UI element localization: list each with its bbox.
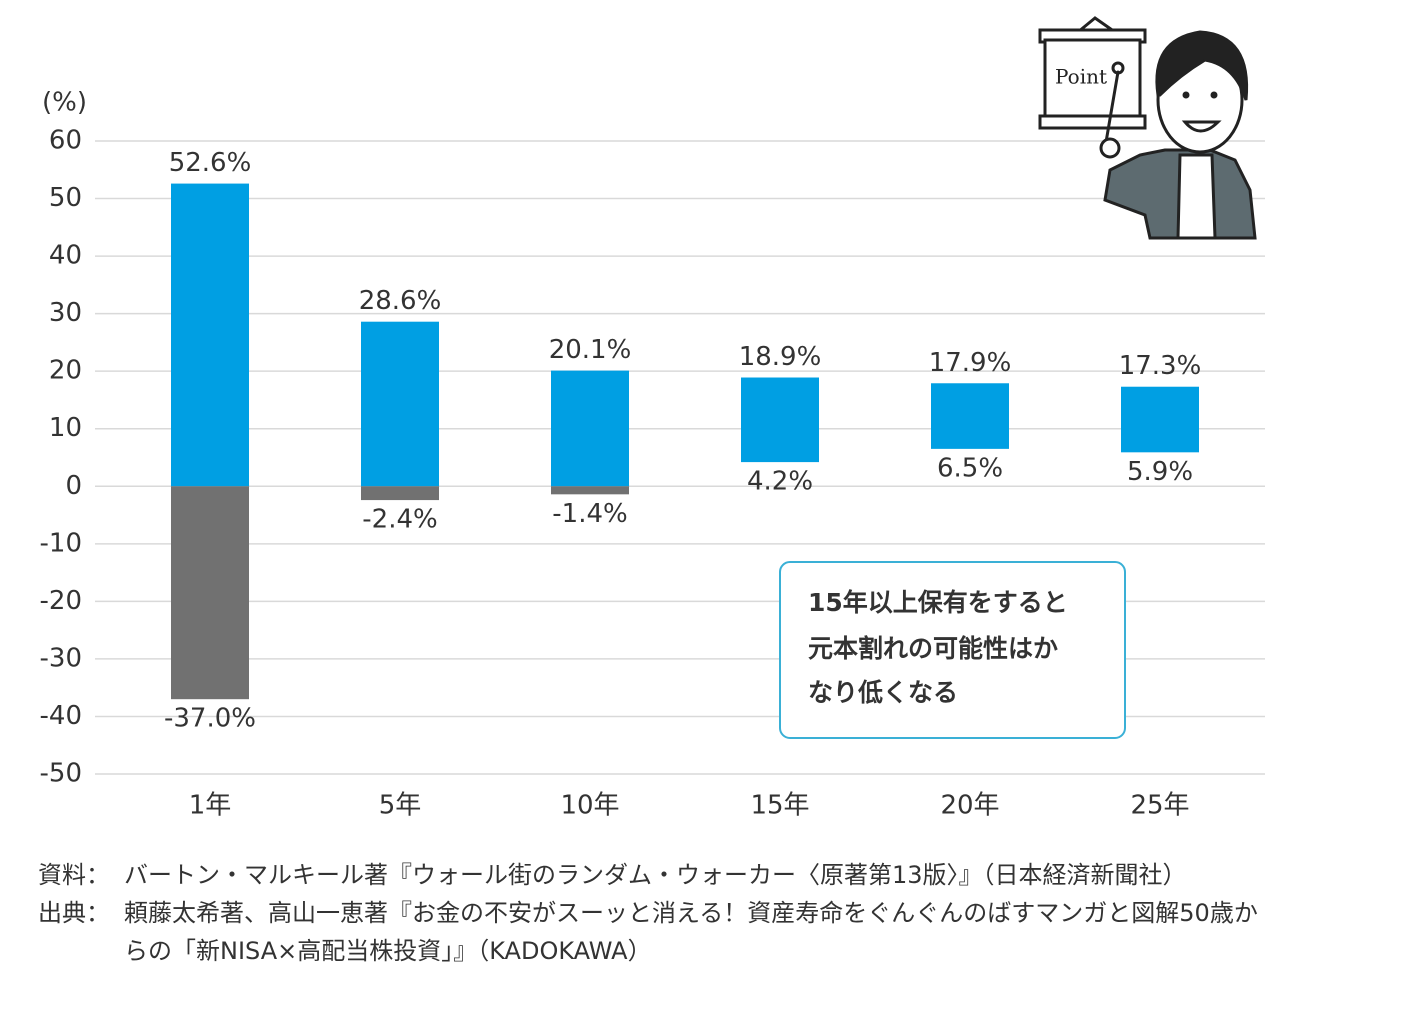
x-tick-label: 25年 <box>1130 791 1189 821</box>
y-tick-label: 30 <box>49 298 82 328</box>
sources: 資料： バートン・マルキール著『ウォール街のランダム・ウォーカー〈原著第13版〉』… <box>38 856 1278 970</box>
value-label: 6.5% <box>937 453 1003 483</box>
source-row: 出典： 頼藤太希著、高山一恵著『お金の不安がスーッと消える！資産寿命をぐんぐんのば… <box>38 894 1278 970</box>
annotation-line: なり低くなる <box>808 678 958 707</box>
value-label: 17.9% <box>929 348 1012 378</box>
illustration-text: Point <box>1055 65 1107 89</box>
value-label: 52.6% <box>169 148 252 178</box>
source-text: 頼藤太希著、高山一恵著『お金の不安がスーッと消える！資産寿命をぐんぐんのばすマン… <box>124 899 1258 965</box>
y-tick-label: -20 <box>40 586 82 616</box>
x-tick-label: 5年 <box>379 791 422 821</box>
bar-negative <box>171 486 249 700</box>
y-tick-label: 40 <box>49 241 82 271</box>
value-label: -1.4% <box>552 499 627 529</box>
value-label: 28.6% <box>359 286 442 316</box>
source-row: 資料： バートン・マルキール著『ウォール街のランダム・ウォーカー〈原著第13版〉』… <box>38 856 1278 894</box>
illustration: Point <box>1038 16 1257 240</box>
source-label: 出典： <box>38 899 110 927</box>
x-tick-label: 1年 <box>189 791 232 821</box>
source-label: 資料： <box>38 861 110 889</box>
source-text: バートン・マルキール著『ウォール街のランダム・ウォーカー〈原著第13版〉』（日本… <box>124 861 1187 889</box>
bar-positive <box>171 183 249 487</box>
y-tick-label: -50 <box>40 759 82 789</box>
annotation-box <box>779 561 1126 739</box>
y-tick-label: -10 <box>40 528 82 558</box>
value-label: 20.1% <box>549 335 632 365</box>
value-label: 18.9% <box>739 342 822 372</box>
bar-positive <box>551 370 629 487</box>
bar <box>931 383 1009 449</box>
plot: -50 -40 -30 -20 -10 0 10 20 30 40 50 60 1年 52.6% -37.0… <box>40 126 1265 821</box>
bar <box>741 377 819 463</box>
bar-positive <box>361 321 439 487</box>
bar-negative <box>551 486 629 495</box>
y-tick-label: -40 <box>40 701 82 731</box>
x-tick-label: 10年 <box>560 791 619 821</box>
annotation-line: 元本割れの可能性はか <box>808 634 1058 663</box>
value-label: -2.4% <box>362 505 437 535</box>
value-label: 17.3% <box>1119 351 1202 381</box>
value-label: -37.0% <box>164 704 256 734</box>
y-tick-label: 60 <box>49 126 82 156</box>
y-tick-label: 20 <box>49 356 82 386</box>
annotation-line: 15年以上保有をすると <box>808 588 1068 617</box>
y-tick-label: -30 <box>40 643 82 673</box>
value-label: 4.2% <box>747 467 813 497</box>
y-tick-label: 50 <box>49 183 82 213</box>
x-tick-label: 20年 <box>940 791 999 821</box>
y-axis-label: (%) <box>42 88 87 118</box>
bar-negative <box>361 486 439 501</box>
value-label: 5.9% <box>1127 457 1193 487</box>
chart: (%) -50-40-30-20-1001020304050601年52.6%-… <box>40 16 1265 821</box>
annotation: 15年以上保有をすると 元本割れの可能性はか なり低くなる <box>779 561 1126 739</box>
y-tick-label: 0 <box>65 471 82 501</box>
y-tick-label: 10 <box>49 413 82 443</box>
x-tick-label: 15年 <box>750 791 809 821</box>
bar <box>1121 386 1199 453</box>
